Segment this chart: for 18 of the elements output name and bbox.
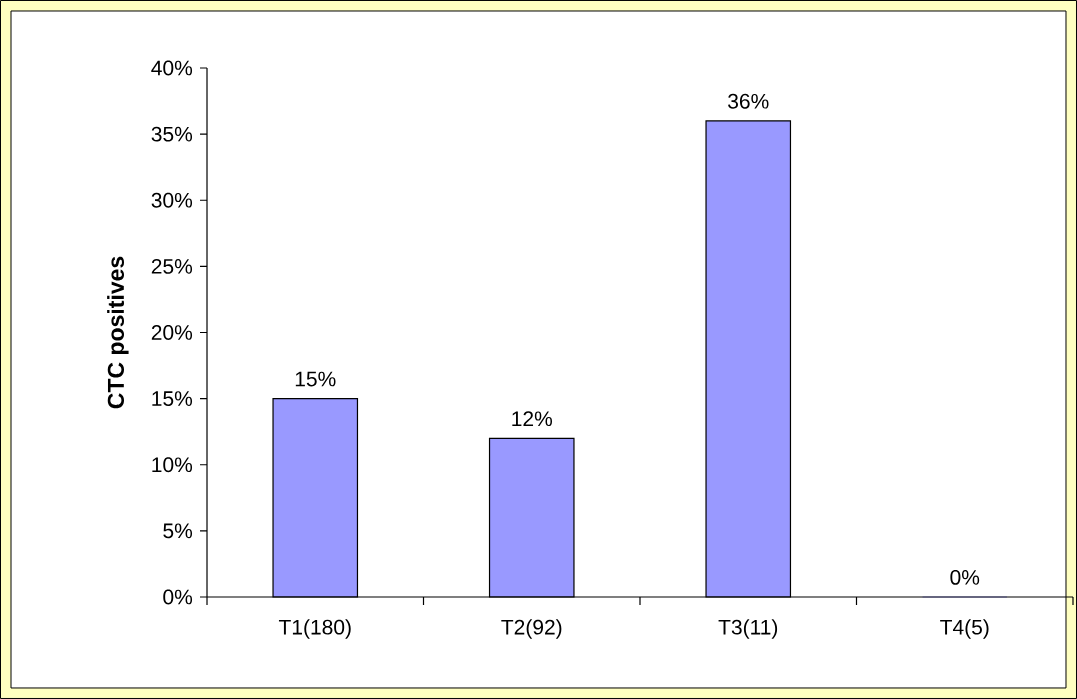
y-tick-label: 30% [151, 192, 193, 208]
x-tick-label: T4(5) [940, 619, 989, 639]
y-tick-label: 40% [151, 60, 193, 76]
y-tick-label: 35% [151, 126, 193, 142]
y-tick-label: 15% [152, 391, 193, 406]
y-axis-title: CTC positives [107, 256, 129, 409]
data-label: 12% [512, 411, 553, 427]
y-tick-label: 5% [163, 523, 193, 539]
data-label: 36% [728, 93, 769, 109]
y-tick-label: 10% [152, 457, 193, 473]
x-tick-label: T1(180) [278, 619, 351, 639]
y-tick-label: 0% [163, 589, 193, 605]
data-label: 0% [950, 569, 980, 585]
y-tick-label: 25% [151, 258, 193, 274]
x-tick-label: T2(92) [501, 619, 562, 639]
y-tick-label: 20% [151, 325, 193, 340]
data-label: 15% [295, 371, 336, 387]
x-tick-label: T3(11) [718, 619, 778, 639]
